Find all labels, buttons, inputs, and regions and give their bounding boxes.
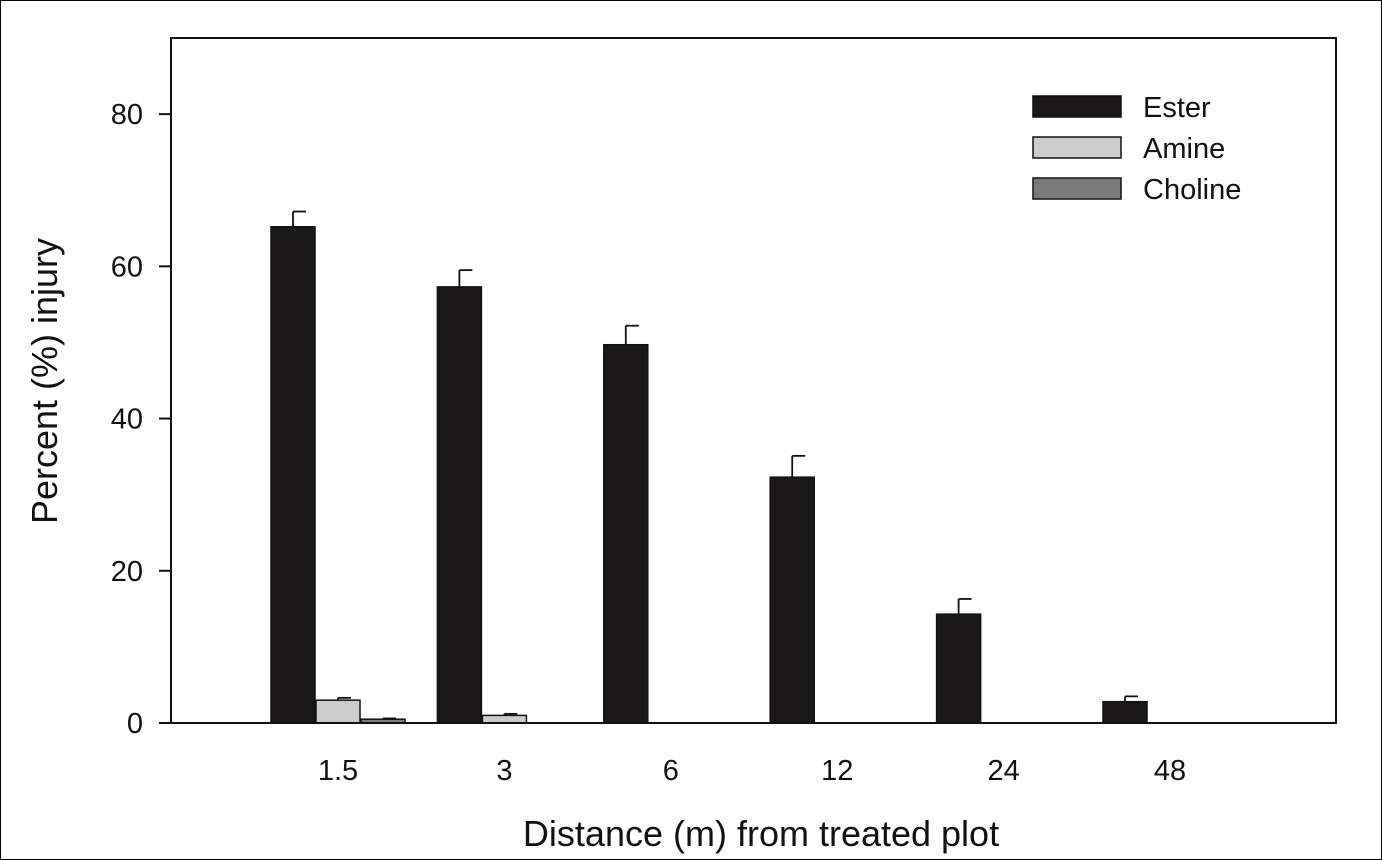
bar-amine-1-5	[315, 699, 361, 724]
y-tick-label: 0	[127, 708, 143, 740]
bar-ester-48	[1102, 700, 1148, 724]
legend-label-ester: Ester	[1143, 92, 1211, 124]
x-tick-label: 1.5	[318, 755, 358, 787]
x-tick-label: 24	[987, 755, 1019, 787]
x-tick-label: 48	[1154, 755, 1186, 787]
bar-ester-24	[935, 613, 982, 724]
bar-ester-6	[603, 343, 649, 724]
bar-ester-1-5	[270, 226, 316, 724]
plot-frame	[170, 37, 1337, 724]
bar-ester-3	[436, 286, 483, 724]
legend: Ester Amine Choline	[1032, 92, 1241, 206]
y-tick-label: 20	[111, 556, 143, 588]
y-tick-label: 60	[111, 251, 143, 283]
bar-amine-3	[481, 714, 528, 724]
legend-swatch-amine	[1032, 136, 1122, 159]
bar-ester-12	[769, 476, 815, 724]
legend-label-choline: Choline	[1143, 174, 1241, 206]
y-axis-title: Percent (%) injury	[24, 238, 65, 524]
legend-label-amine: Amine	[1143, 133, 1225, 165]
bars-layer	[270, 210, 1148, 724]
x-tick-label: 3	[496, 755, 512, 787]
y-tick-label: 40	[111, 404, 143, 436]
y-tick-label: 80	[111, 99, 143, 131]
x-axis-title: Distance (m) from treated plot	[523, 813, 999, 854]
axes-layer: 0 20 40 60 80 1.5 3 6 12 24 48	[111, 37, 1337, 787]
legend-swatch-choline	[1032, 177, 1122, 200]
x-tick-label: 6	[663, 755, 679, 787]
x-tick-label: 12	[821, 755, 853, 787]
legend-swatch-ester	[1032, 95, 1122, 118]
